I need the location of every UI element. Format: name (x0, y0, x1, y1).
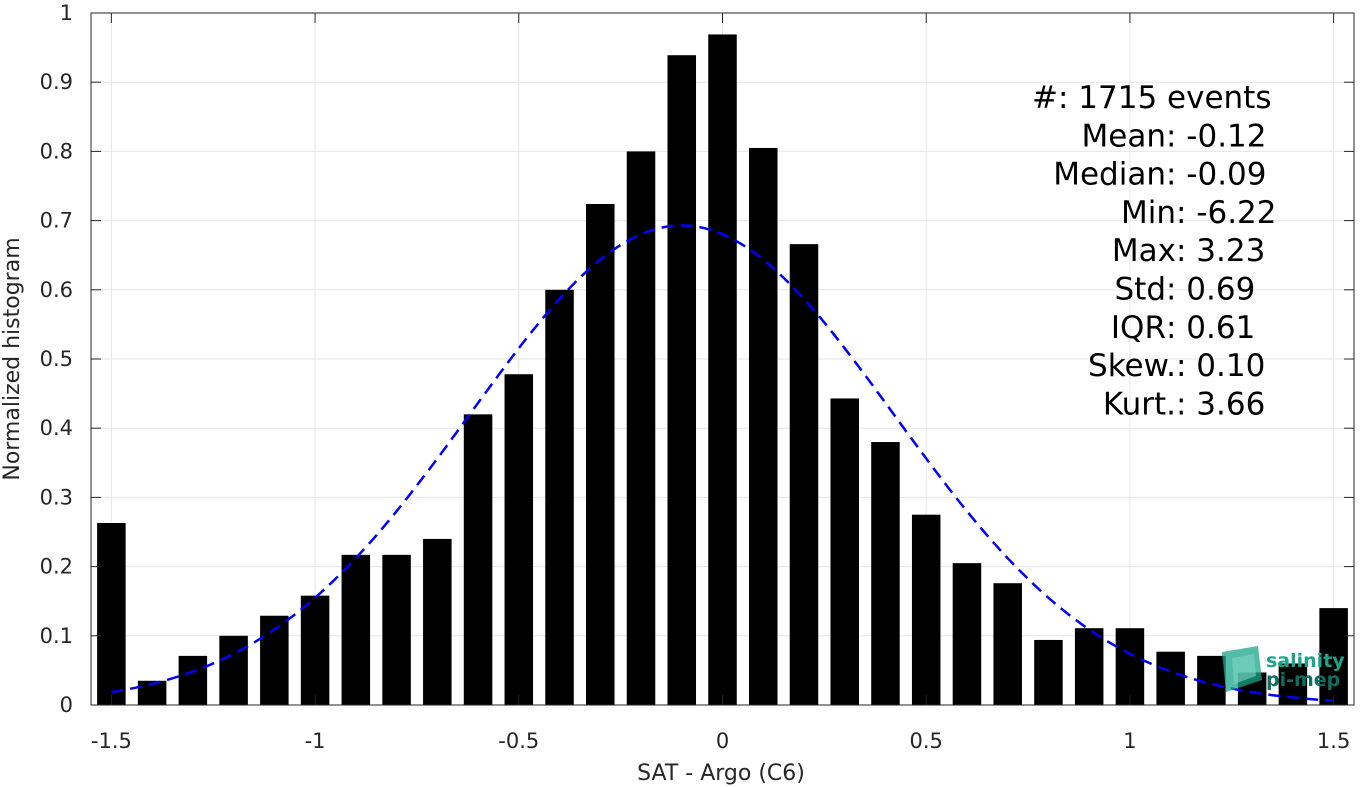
histogram-bars (97, 34, 1348, 706)
x-axis-label: SAT - Argo (C6) (637, 761, 805, 786)
y-tick-label: 0.1 (40, 624, 73, 648)
y-tick-label: 0.8 (40, 139, 73, 163)
histogram-bar (504, 374, 534, 705)
histogram-bar (708, 34, 737, 705)
stat-value: : -0.12 (1166, 118, 1267, 154)
stat-label: Std (1114, 272, 1166, 308)
histogram-bar (1034, 639, 1063, 705)
histogram-bar (545, 289, 574, 705)
histogram-bar (423, 538, 452, 705)
histogram-bar (667, 55, 697, 706)
fit-curve-line (111, 224, 1334, 703)
y-tick-label: 0.7 (40, 209, 73, 233)
x-tick-label: 0 (716, 729, 729, 753)
x-tick-label: 1 (1123, 729, 1136, 753)
stat-label: Min (1121, 195, 1176, 231)
histogram-bar (1319, 608, 1348, 705)
stat-value: : -6.22 (1176, 195, 1277, 231)
logo-mark-highlight (1232, 654, 1256, 684)
stat-label: Mean (1082, 118, 1166, 154)
histogram-bar (1074, 628, 1104, 705)
logo-text-salinity: salinity (1266, 650, 1345, 672)
x-tick-label: 1.5 (1317, 729, 1350, 753)
gaussian-fit-curve (111, 224, 1334, 703)
logo-text-pimep: pi-mep (1266, 669, 1340, 691)
y-axis-label: Normalized histogram (0, 237, 25, 480)
histogram-bar (219, 635, 248, 705)
x-tick-label: -1 (305, 729, 326, 753)
histogram-bar (97, 523, 126, 705)
histogram-bar (952, 563, 982, 705)
histogram-bar (871, 442, 900, 705)
stat-label: IQR (1111, 310, 1166, 346)
stat-label: # (1032, 80, 1058, 116)
y-tick-labels: 0 0.1 0.2 0.3 0.4 0.5 0.6 0.7 0.8 0.9 1 (40, 1, 73, 717)
y-tick-label: 0.4 (40, 416, 73, 440)
histogram-bar (341, 554, 371, 705)
y-tick-label: 1 (60, 1, 73, 25)
histogram-bar (911, 514, 941, 705)
y-tick-label: 0.9 (40, 70, 73, 94)
histogram-bar (586, 203, 615, 705)
histogram-bar (993, 583, 1022, 705)
stat-label: Max (1112, 233, 1176, 269)
histogram-bar (300, 595, 330, 705)
stat-value: : -0.09 (1166, 157, 1267, 193)
y-tick-label: 0 (60, 693, 73, 717)
histogram-bar (626, 151, 656, 705)
histogram-bar (748, 147, 778, 705)
histogram-bar (1115, 628, 1145, 705)
stat-value: : 3.66 (1176, 386, 1265, 422)
axes (90, 12, 1355, 706)
stat-label: Median (1053, 157, 1166, 193)
histogram-bar (178, 655, 208, 705)
stat-value: : 1715 events (1058, 80, 1272, 116)
stat-value: : 0.10 (1176, 348, 1265, 384)
x-tick-labels: -1.5 -1 -0.5 0 0.5 1 1.5 (91, 729, 1350, 753)
stat-value: : 3.23 (1176, 233, 1265, 269)
y-tick-label: 0.3 (40, 485, 73, 509)
stat-value: : 0.69 (1166, 272, 1255, 308)
stat-label: Skew. (1088, 348, 1176, 384)
stat-value: : 0.61 (1166, 310, 1255, 346)
histogram-bar (830, 398, 859, 705)
x-tick-label: -1.5 (91, 729, 132, 753)
histogram-bar (789, 244, 819, 706)
histogram-bar (463, 414, 493, 705)
x-tick-label: -0.5 (498, 729, 539, 753)
histogram-bar (382, 554, 411, 705)
histogram-bar (1156, 651, 1185, 705)
y-tick-label: 0.2 (40, 555, 73, 579)
y-tick-label: 0.5 (40, 347, 73, 371)
y-tick-label: 0.6 (40, 278, 73, 302)
stat-label: Kurt. (1103, 386, 1176, 422)
x-tick-label: 0.5 (910, 729, 943, 753)
